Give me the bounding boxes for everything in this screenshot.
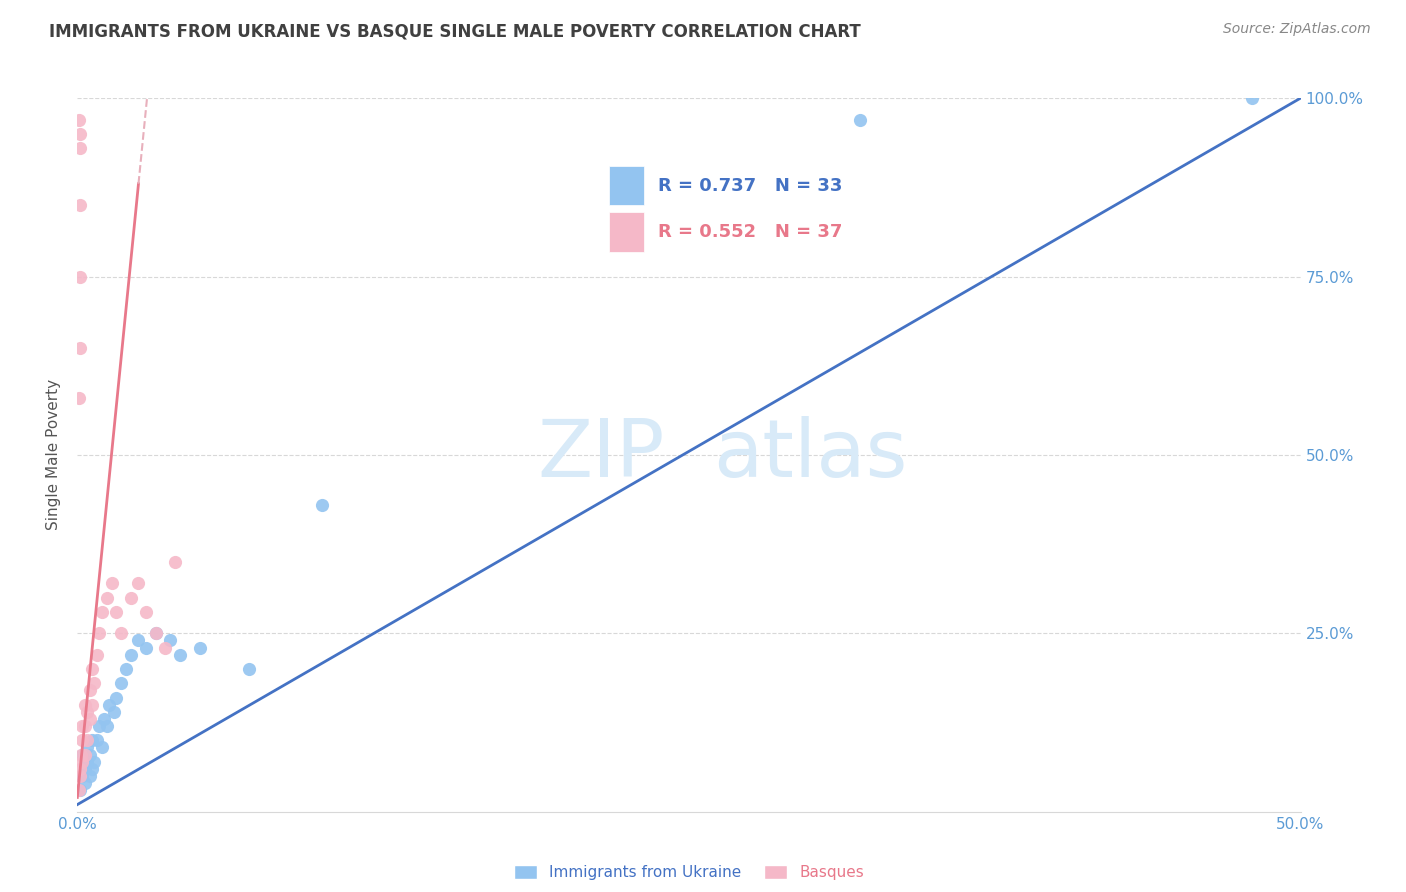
Point: [110, 676, 132, 690]
Point: [70, 719, 93, 733]
Point: [120, 648, 142, 662]
Text: atlas: atlas: [713, 416, 908, 494]
Point: [165, 555, 187, 569]
Point: [67, 391, 90, 405]
Point: [93, 712, 115, 726]
Point: [70, 747, 93, 762]
Point: [238, 662, 260, 676]
Point: [70, 755, 93, 769]
Text: IMMIGRANTS FROM UKRAINE VS BASQUE SINGLE MALE POVERTY CORRELATION CHART: IMMIGRANTS FROM UKRAINE VS BASQUE SINGLE…: [49, 22, 860, 40]
Point: [115, 662, 138, 676]
Point: [69, 762, 91, 776]
Point: [73, 698, 96, 712]
Point: [70, 769, 93, 783]
FancyBboxPatch shape: [609, 166, 644, 205]
Point: [79, 769, 101, 783]
Point: [73, 762, 96, 776]
Point: [145, 626, 167, 640]
Point: [69, 141, 91, 155]
Point: [67, 112, 90, 127]
Text: ZIP: ZIP: [537, 416, 665, 494]
Point: [86, 648, 108, 662]
Point: [98, 698, 121, 712]
Point: [73, 776, 96, 790]
Point: [79, 712, 101, 726]
Point: [79, 683, 101, 698]
Point: [80, 698, 103, 712]
Point: [1240, 91, 1263, 105]
Legend: Immigrants from Ukraine, Basques: Immigrants from Ukraine, Basques: [508, 859, 870, 886]
Text: R = 0.737   N = 33: R = 0.737 N = 33: [658, 177, 842, 194]
Point: [103, 705, 125, 719]
Point: [69, 769, 91, 783]
Text: Source: ZipAtlas.com: Source: ZipAtlas.com: [1223, 22, 1371, 37]
Point: [76, 740, 98, 755]
Point: [105, 690, 128, 705]
Point: [120, 591, 142, 605]
Point: [70, 733, 93, 747]
Point: [849, 112, 872, 127]
Point: [90, 605, 112, 619]
Point: [70, 747, 93, 762]
Point: [159, 633, 181, 648]
Point: [80, 733, 103, 747]
Point: [311, 498, 333, 512]
Point: [128, 576, 150, 591]
FancyBboxPatch shape: [609, 212, 644, 252]
Point: [80, 762, 103, 776]
Point: [96, 719, 118, 733]
Point: [76, 755, 98, 769]
Point: [90, 740, 112, 755]
Point: [80, 662, 103, 676]
Point: [100, 576, 122, 591]
Point: [69, 783, 91, 797]
Point: [89, 719, 111, 733]
Point: [110, 626, 132, 640]
Point: [135, 640, 157, 655]
Point: [79, 747, 101, 762]
Point: [76, 733, 98, 747]
Y-axis label: Single Male Poverty: Single Male Poverty: [46, 379, 62, 531]
Point: [128, 633, 150, 648]
Point: [69, 127, 91, 141]
Point: [155, 640, 177, 655]
Point: [83, 676, 105, 690]
Point: [169, 648, 191, 662]
Point: [69, 341, 91, 355]
Point: [105, 605, 128, 619]
Point: [69, 198, 91, 212]
Point: [86, 733, 108, 747]
Point: [188, 640, 211, 655]
Point: [69, 269, 91, 284]
Point: [67, 783, 90, 797]
Point: [73, 719, 96, 733]
Point: [145, 626, 167, 640]
Point: [96, 591, 118, 605]
Point: [89, 626, 111, 640]
Point: [83, 755, 105, 769]
Text: R = 0.552   N = 37: R = 0.552 N = 37: [658, 223, 842, 241]
Point: [76, 705, 98, 719]
Point: [135, 605, 157, 619]
Point: [73, 747, 96, 762]
